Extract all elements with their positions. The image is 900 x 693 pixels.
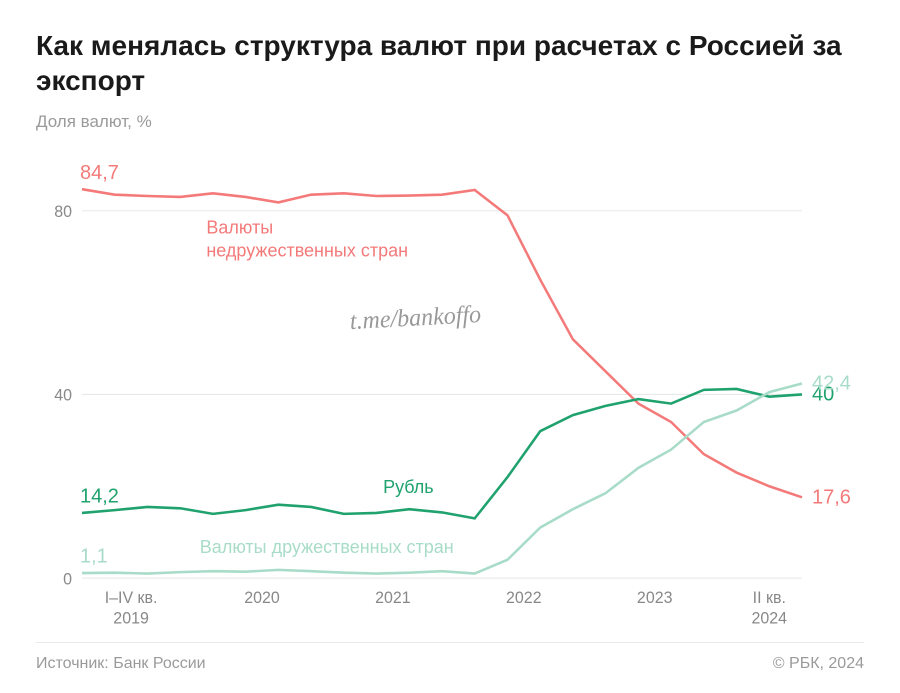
chart-footer: Источник: Банк России © РБК, 2024 xyxy=(36,642,864,673)
series-start-value: 1,1 xyxy=(80,545,108,567)
series-end-value: 42,4 xyxy=(812,372,851,394)
series-line xyxy=(82,189,802,497)
series-line xyxy=(82,389,802,518)
x-tick-sublabel: 2019 xyxy=(113,609,149,627)
series-label: Рубль xyxy=(383,476,434,497)
series-end-value: 17,6 xyxy=(812,486,851,508)
chart-title: Как менялась структура валют при расчета… xyxy=(36,28,864,98)
y-tick-label: 40 xyxy=(54,386,72,404)
copyright-label: © РБК, 2024 xyxy=(773,655,864,673)
x-tick-label: II кв. xyxy=(753,589,786,607)
x-tick-label: I–IV кв. xyxy=(105,589,158,607)
x-tick-label: 2022 xyxy=(506,589,542,607)
chart-area: 0 40 80 I–IV кв. 2019 2020 2021 2022 2023 II кв. 2… xyxy=(36,140,864,636)
series-label: недружественных стран xyxy=(206,239,408,260)
chart-subtitle: Доля валют, % xyxy=(36,112,864,132)
series-start-value: 14,2 xyxy=(80,485,119,507)
series-label: Валюты дружественных стран xyxy=(200,536,454,557)
y-tick-label: 80 xyxy=(54,203,72,221)
source-label: Источник: Банк России xyxy=(36,655,206,673)
x-tick-label: 2023 xyxy=(637,589,673,607)
x-tick-sublabel: 2024 xyxy=(751,609,787,627)
line-chart-svg: 0 40 80 I–IV кв. 2019 2020 2021 2022 2023 II кв. 2… xyxy=(36,140,864,636)
x-tick-label: 2020 xyxy=(244,589,280,607)
series-start-value: 84,7 xyxy=(80,162,119,184)
watermark-text: t.me/bankoffo xyxy=(349,301,481,335)
y-tick-label: 0 xyxy=(63,570,72,588)
x-tick-label: 2021 xyxy=(375,589,411,607)
series-label: Валюты xyxy=(206,216,273,237)
